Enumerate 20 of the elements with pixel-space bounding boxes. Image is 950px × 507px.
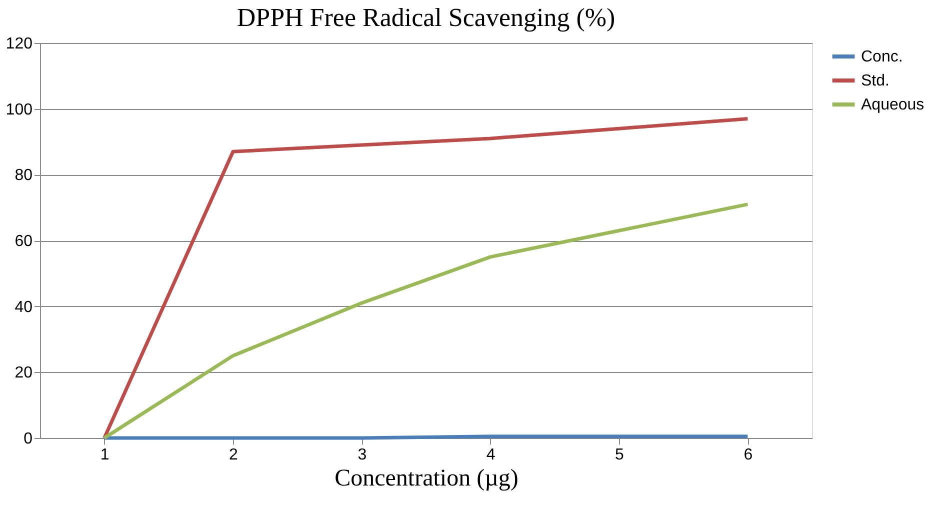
y-tick-label: 0: [24, 430, 33, 448]
y-tick-label: 20: [14, 364, 33, 382]
x-tick-label: 2: [229, 446, 238, 464]
y-tick-label: 80: [14, 167, 33, 184]
legend-label: Std.: [861, 72, 890, 90]
y-tick-label: 40: [14, 298, 33, 316]
x-tick-label: 5: [615, 446, 624, 464]
x-tick-label: 3: [358, 446, 367, 464]
x-tick-label: 4: [486, 446, 496, 464]
legend-label: Conc.: [861, 48, 903, 66]
x-tick-label: 6: [744, 446, 753, 464]
x-axis-title: Concentration (µg): [334, 466, 518, 492]
line-series: [102, 202, 750, 440]
chart-title: DPPH Free Radical Scavenging (%): [236, 3, 616, 32]
y-tick-label: 60: [14, 233, 33, 250]
y-tick-label: 120: [6, 36, 33, 52]
x-tick-label: 1: [100, 446, 110, 464]
line-series: [102, 116, 750, 440]
legend-label: Aqueous: [861, 96, 924, 114]
y-tick-label: 100: [6, 101, 33, 118]
